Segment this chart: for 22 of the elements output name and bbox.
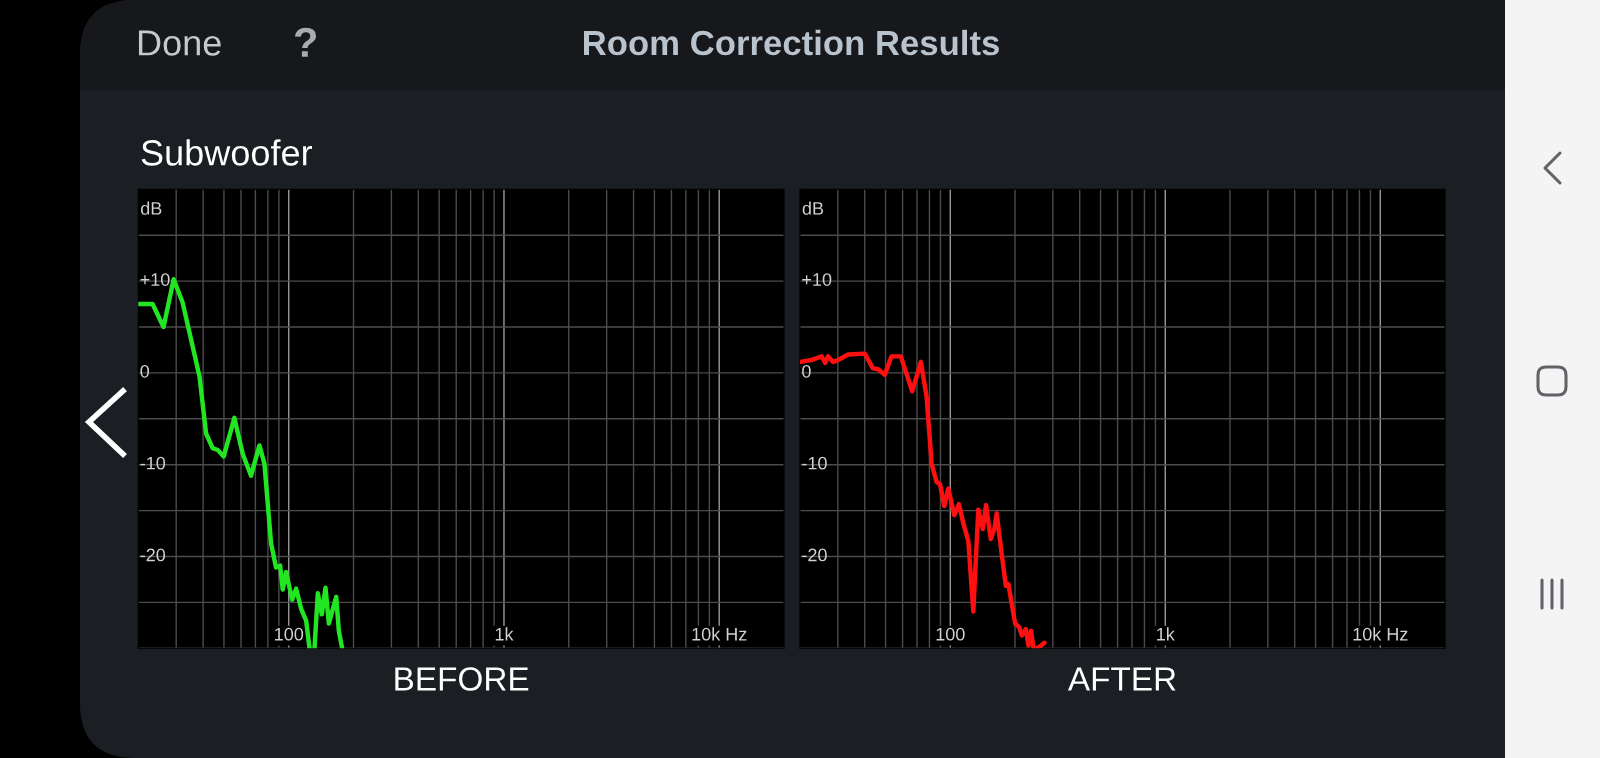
text: ? — [294, 27, 317, 57]
x-tick-label: 100 — [936, 627, 965, 641]
y-axis-title: dB — [141, 201, 162, 215]
chart-title: Room Correction Results — [584, 29, 999, 56]
x-tick-label: 10k Hz — [692, 627, 747, 641]
y-tick-label: 0 — [140, 364, 150, 378]
x-axis-title: BEFORE — [395, 667, 529, 691]
y-tick-label: -20 — [140, 548, 166, 562]
text: Done — [138, 30, 221, 56]
x-tick-label: 100 — [275, 627, 304, 641]
y-tick-label: +10 — [140, 273, 170, 286]
y-tick-label: 0 — [802, 364, 811, 378]
chart-subtitle: Subwoofer — [141, 139, 313, 166]
x-tick-label: 1k — [1157, 627, 1175, 641]
y-tick-label: -20 — [802, 548, 827, 562]
x-tick-label: 10k Hz — [1353, 627, 1408, 641]
y-tick-label: -10 — [802, 456, 827, 470]
x-tick-label: 1k — [495, 627, 514, 641]
y-tick-label: +10 — [802, 273, 832, 286]
y-tick-label: -10 — [140, 456, 166, 470]
y-axis-title: dB — [802, 201, 824, 215]
x-axis-title: AFTER — [1067, 667, 1176, 691]
